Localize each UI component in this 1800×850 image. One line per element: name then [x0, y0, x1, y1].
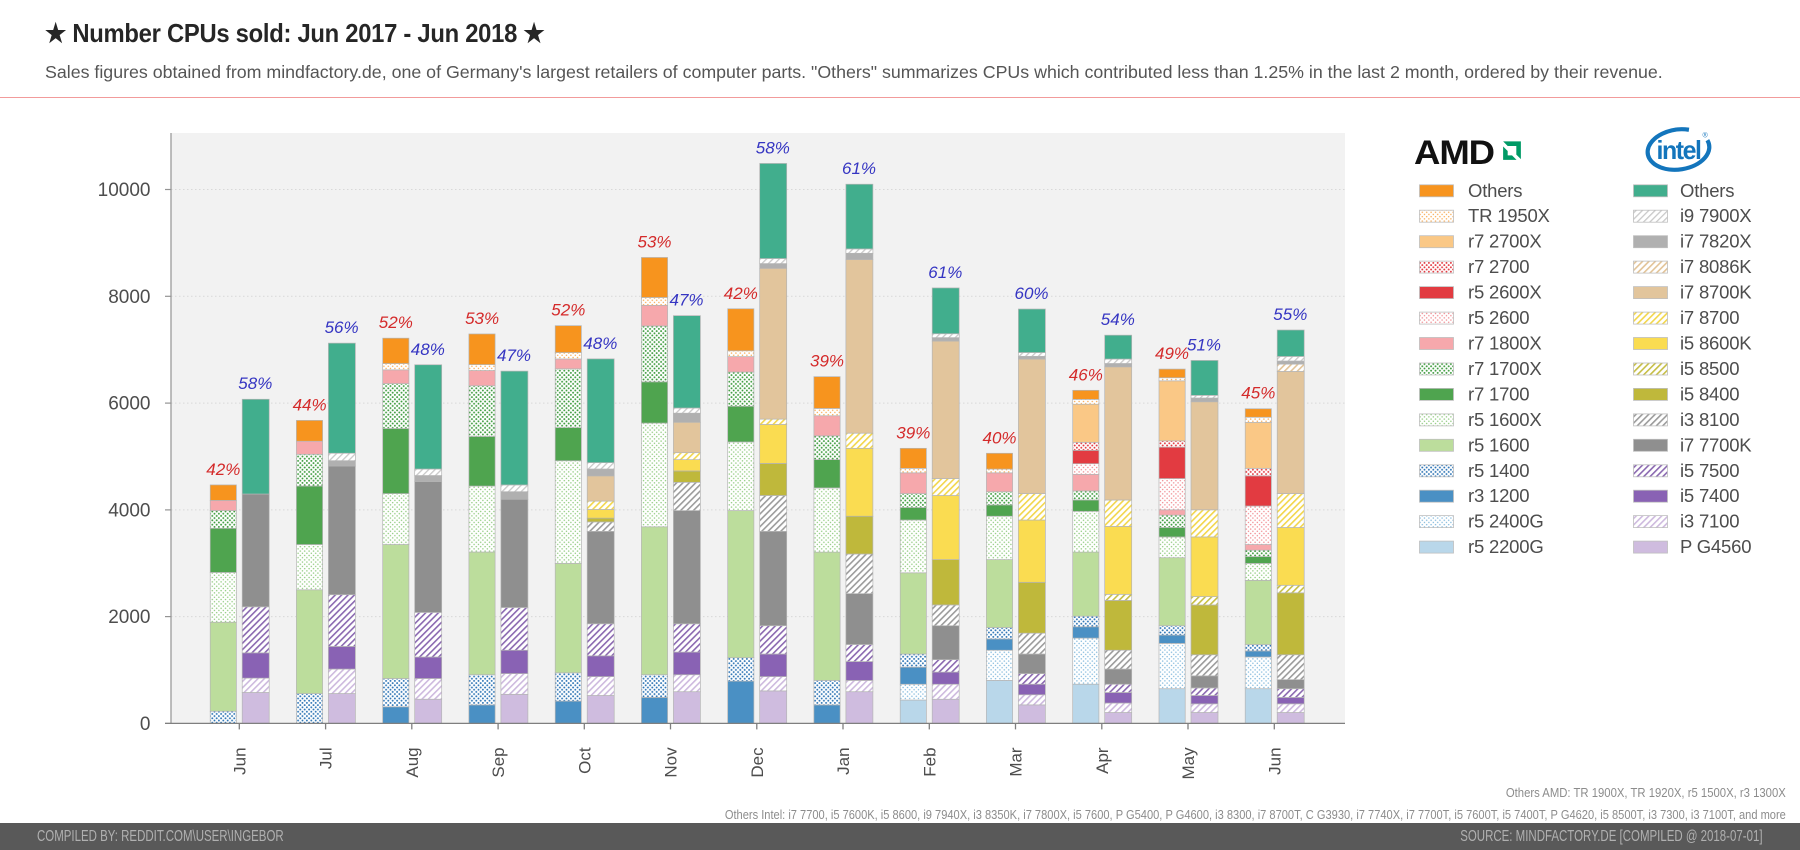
svg-text:Sep: Sep	[489, 747, 508, 777]
svg-text:P G4560: P G4560	[1680, 536, 1751, 557]
svg-text:r5 1600: r5 1600	[1468, 434, 1529, 455]
svg-text:47%: 47%	[497, 346, 531, 365]
svg-text:2000: 2000	[108, 607, 150, 628]
svg-text:Aug: Aug	[403, 747, 422, 777]
svg-text:53%: 53%	[465, 309, 499, 328]
svg-text:i3 8100: i3 8100	[1680, 409, 1739, 430]
svg-text:i7 8700: i7 8700	[1680, 307, 1739, 328]
svg-text:i5 8600K: i5 8600K	[1680, 333, 1752, 354]
svg-text:58%: 58%	[238, 374, 272, 393]
svg-text:60%: 60%	[1014, 284, 1048, 303]
svg-text:Jun: Jun	[1265, 747, 1284, 774]
svg-text:39%: 39%	[810, 352, 844, 371]
svg-text:r7 1700: r7 1700	[1468, 383, 1529, 404]
svg-text:May: May	[1179, 747, 1198, 780]
svg-text:Feb: Feb	[920, 747, 939, 776]
svg-text:6000: 6000	[108, 394, 150, 415]
svg-text:48%: 48%	[411, 340, 445, 359]
svg-text:i7 7700K: i7 7700K	[1680, 434, 1752, 455]
svg-text:40%: 40%	[982, 428, 1016, 447]
svg-text:i3 7100: i3 7100	[1680, 511, 1739, 532]
svg-text:r7 1700X: r7 1700X	[1468, 358, 1541, 379]
svg-text:53%: 53%	[637, 233, 671, 252]
svg-text:4000: 4000	[108, 500, 150, 521]
svg-text:Jun: Jun	[230, 747, 249, 774]
svg-text:i7 8086K: i7 8086K	[1680, 256, 1752, 277]
svg-text:47%: 47%	[669, 291, 703, 310]
svg-text:Others: Others	[1468, 180, 1522, 201]
svg-text:61%: 61%	[842, 159, 876, 178]
svg-text:r5 1600X: r5 1600X	[1468, 409, 1541, 430]
svg-text:55%: 55%	[1273, 305, 1307, 324]
svg-text:r5 1400: r5 1400	[1468, 460, 1529, 481]
svg-text:AMD: AMD	[1414, 134, 1494, 172]
svg-text:56%: 56%	[325, 318, 359, 337]
svg-text:45%: 45%	[1241, 384, 1275, 403]
svg-text:39%: 39%	[896, 423, 930, 442]
svg-text:10000: 10000	[98, 180, 151, 201]
svg-text:Apr: Apr	[1093, 747, 1112, 774]
svg-text:r5 2400G: r5 2400G	[1468, 511, 1544, 532]
svg-text:48%: 48%	[583, 334, 617, 353]
svg-text:46%: 46%	[1069, 365, 1103, 384]
svg-text:Others: Others	[1680, 180, 1734, 201]
svg-text:8000: 8000	[108, 287, 150, 308]
svg-text:®: ®	[1703, 132, 1709, 140]
svg-text:intel: intel	[1657, 135, 1701, 165]
svg-text:54%: 54%	[1101, 310, 1135, 329]
svg-text:i7 7820X: i7 7820X	[1680, 231, 1751, 252]
svg-text:i7 8700K: i7 8700K	[1680, 282, 1752, 303]
svg-text:Jul: Jul	[317, 747, 336, 769]
svg-text:52%: 52%	[379, 313, 413, 332]
svg-text:49%: 49%	[1155, 344, 1189, 363]
svg-text:i5 7400: i5 7400	[1680, 485, 1739, 506]
svg-text:58%: 58%	[756, 138, 790, 157]
svg-text:51%: 51%	[1187, 335, 1221, 354]
svg-text:Jan: Jan	[834, 747, 853, 774]
svg-text:r7 2700: r7 2700	[1468, 256, 1529, 277]
svg-text:61%: 61%	[928, 263, 962, 282]
svg-text:52%: 52%	[551, 301, 585, 320]
svg-text:r3 1200: r3 1200	[1468, 485, 1529, 506]
svg-text:Oct: Oct	[575, 747, 594, 774]
svg-text:42%: 42%	[724, 284, 758, 303]
svg-text:r5 2600X: r5 2600X	[1468, 282, 1541, 303]
svg-text:42%: 42%	[206, 460, 240, 479]
svg-text:Dec: Dec	[748, 747, 767, 778]
svg-text:0: 0	[140, 714, 151, 735]
svg-text:r7 1800X: r7 1800X	[1468, 333, 1541, 354]
svg-text:i5 8500: i5 8500	[1680, 358, 1739, 379]
svg-text:r7 2700X: r7 2700X	[1468, 231, 1541, 252]
svg-text:44%: 44%	[293, 395, 327, 414]
svg-text:TR 1950X: TR 1950X	[1468, 205, 1550, 226]
svg-text:i9 7900X: i9 7900X	[1680, 205, 1751, 226]
svg-text:r5 2600: r5 2600	[1468, 307, 1529, 328]
svg-text:i5 8400: i5 8400	[1680, 383, 1739, 404]
svg-text:Nov: Nov	[662, 747, 681, 778]
svg-text:i5 7500: i5 7500	[1680, 460, 1739, 481]
svg-text:r5 2200G: r5 2200G	[1468, 536, 1544, 557]
svg-text:Mar: Mar	[1007, 747, 1026, 777]
